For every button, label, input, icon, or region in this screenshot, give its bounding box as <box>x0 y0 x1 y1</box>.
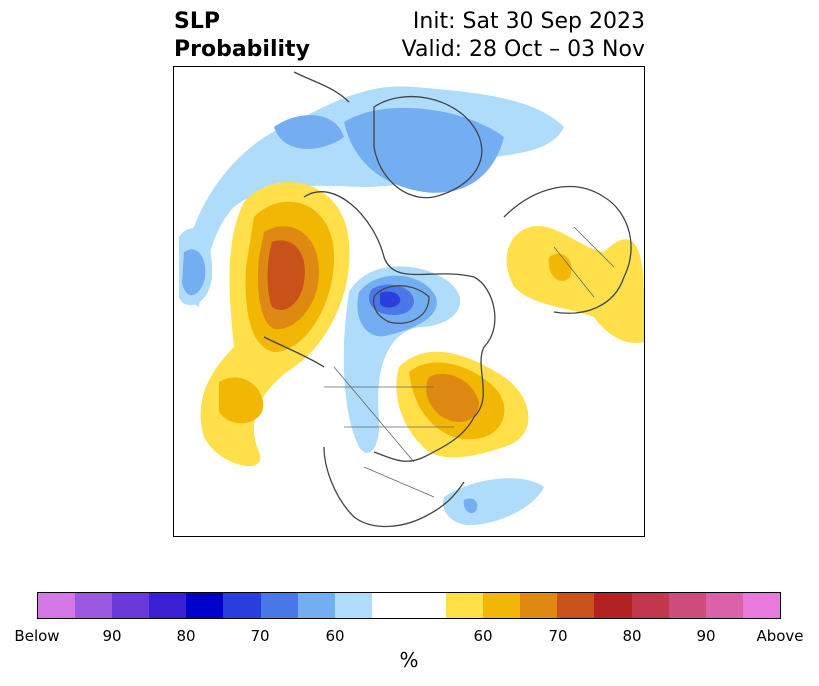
colorbar-swatch <box>594 593 632 618</box>
colorbar-swatch <box>371 593 409 618</box>
colorbar-tick: 90 <box>102 627 122 645</box>
pacific-below-patch <box>274 115 344 149</box>
coastlines <box>263 71 632 528</box>
colorbar-swatch <box>483 593 521 618</box>
colorbar-swatch <box>408 593 447 618</box>
colorbar-tick: 70 <box>548 627 568 645</box>
colorbar-swatch <box>112 593 150 618</box>
map-title: SLP Probability <box>174 8 310 64</box>
colorbar-swatch <box>668 593 706 618</box>
colorbar-swatch <box>520 593 558 618</box>
europe-above-patch <box>548 253 572 281</box>
valid-range: Valid: 28 Oct – 03 Nov <box>401 37 645 62</box>
hudson-below-75 <box>380 291 401 308</box>
colorbar-swatch <box>297 593 335 618</box>
colorbar <box>37 592 781 619</box>
title-variable: SLP <box>174 9 220 34</box>
colorbar-swatch <box>631 593 669 618</box>
arctic-below-region <box>344 107 504 193</box>
alaska-above-75 <box>267 240 305 310</box>
colorbar-swatch <box>705 593 743 618</box>
colorbar-swatch <box>75 593 113 618</box>
colorbar-tick: 80 <box>176 627 196 645</box>
colorbar-tick: 90 <box>696 627 716 645</box>
atlantic-below-core <box>463 498 478 514</box>
colorbar-tick: Above <box>756 627 804 645</box>
probability-map <box>173 66 645 537</box>
colorbar-swatch <box>149 593 187 618</box>
colorbar-swatch <box>186 593 224 618</box>
east-canada-above-70 <box>426 373 479 422</box>
west-pacific-below-core <box>182 249 206 296</box>
colorbar-tick: 70 <box>250 627 270 645</box>
colorbar-swatch <box>260 593 298 618</box>
title-product: Probability <box>174 37 310 62</box>
colorbar-swatch <box>557 593 595 618</box>
colorbar-swatch <box>334 593 372 618</box>
colorbar-swatch <box>223 593 261 618</box>
colorbar-swatch <box>38 593 76 618</box>
colorbar-tick: 60 <box>473 627 493 645</box>
colorbar-tick: 80 <box>622 627 642 645</box>
colorbar-tick: 60 <box>325 627 345 645</box>
atlantic-below-patch <box>443 478 544 526</box>
borders <box>324 226 615 498</box>
init-date: Init: Sat 30 Sep 2023 <box>412 9 645 34</box>
colorbar-swatch <box>742 593 780 618</box>
europe-above-region <box>506 225 644 343</box>
map-subtitle: Init: Sat 30 Sep 2023 Valid: 28 Oct – 03… <box>402 8 645 64</box>
pacific-above-patch <box>219 377 264 424</box>
colorbar-label: % <box>399 648 419 672</box>
colorbar-swatch <box>446 593 484 618</box>
map-canvas <box>179 71 644 528</box>
colorbar-tick: Below <box>14 627 60 645</box>
